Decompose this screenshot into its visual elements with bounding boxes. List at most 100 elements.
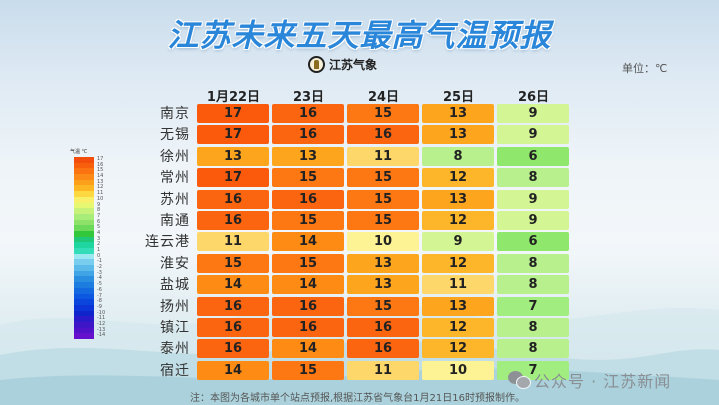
temperature-cell: 11	[347, 360, 419, 380]
column-header: 25日	[442, 90, 475, 105]
city-label: 宿迁	[160, 362, 190, 379]
temperature-cell: 14	[197, 275, 269, 295]
city-label: 南通	[160, 213, 190, 229]
legend-segment	[74, 293, 94, 300]
legend-segment	[74, 304, 94, 311]
column-header: 26日	[517, 90, 550, 105]
legend-label: 17	[97, 156, 104, 162]
column-header: 23日	[292, 90, 325, 105]
temperature-cell: 9	[497, 104, 569, 123]
temperature-cell: 14	[272, 275, 344, 295]
temperature-cell: 15	[347, 296, 419, 316]
temperature-cell: 16	[197, 318, 269, 337]
temperature-cell: 12	[422, 339, 494, 359]
temperature-cell: 8	[497, 168, 569, 188]
page-title: 江苏未来五天最高气温预报	[167, 18, 552, 54]
temperature-cell: 13	[422, 125, 494, 145]
logo-text: 江苏气象	[329, 58, 378, 72]
legend-segment	[74, 185, 94, 192]
temperature-cell: 9	[497, 125, 569, 145]
legend-label: -10	[97, 309, 106, 316]
column-header: 24日	[367, 90, 400, 105]
temperature-cell: 15	[272, 211, 344, 230]
temperature-cell: 12	[422, 253, 494, 273]
legend-segment	[74, 276, 94, 283]
legend-segment	[74, 265, 94, 271]
temperature-cell: 8	[422, 146, 494, 166]
legend-segment	[74, 230, 94, 237]
temperature-cell: 15	[347, 104, 419, 123]
temperature-cell: 8	[497, 275, 569, 295]
temperature-cell: 15	[272, 360, 344, 380]
temperature-cell: 15	[347, 168, 419, 188]
city-label: 无锡	[160, 127, 190, 144]
temperature-cell: 16	[272, 318, 344, 337]
temperature-cell: 7	[497, 296, 569, 316]
temperature-cell: 8	[497, 253, 569, 273]
legend-label: 12	[97, 184, 104, 191]
city-label: 连云港	[145, 234, 190, 251]
temperature-cell: 11	[422, 275, 494, 295]
legend-segment	[74, 157, 94, 163]
column-headers: 1月22日 23日 24日 25日 26日	[196, 86, 571, 105]
legend-segment	[74, 191, 94, 197]
legend-segment	[74, 162, 94, 169]
unit-label: 单位：℃	[622, 62, 668, 75]
temperature-cell: 13	[197, 146, 269, 166]
temperature-cell: 15	[197, 253, 269, 273]
legend-segment	[74, 327, 94, 334]
temperature-cell: 8	[497, 339, 569, 359]
legend-label: 4	[97, 229, 101, 236]
legend-label: 0	[97, 252, 101, 259]
temperature-cell: 16	[272, 189, 344, 209]
temperature-cell: 15	[272, 253, 344, 273]
legend-label: -2	[97, 264, 102, 271]
temperature-cell: 16	[272, 104, 344, 123]
legend-color-bar	[74, 157, 94, 339]
temperature-cell: 14	[272, 339, 344, 359]
legend-label: 11	[97, 190, 104, 197]
legend-title: 气温 ℃	[70, 149, 88, 155]
legend-label: -1	[97, 258, 102, 265]
temperature-cell: 16	[347, 339, 419, 359]
legend-label: 10	[97, 195, 104, 202]
temperature-cell: 12	[422, 168, 494, 188]
legend-labels: 17 16 15 14 13 12 11 10 9 8 7 6 5 4 3 2 1 0 -1 -2 -3 -4 -5 -6 -7…	[97, 156, 106, 339]
temperature-cell: 16	[197, 189, 269, 209]
temperature-cell: 13	[422, 104, 494, 123]
legend-label: 9	[97, 201, 101, 208]
temperature-cell: 9	[422, 232, 494, 252]
legend-segment	[74, 236, 94, 243]
legend-label: -13	[97, 326, 106, 333]
city-label: 盐城	[160, 277, 190, 294]
temperature-cell: 11	[197, 232, 269, 252]
temperature-cell: 13	[347, 253, 419, 273]
legend-label: 8	[97, 207, 101, 214]
legend-segment	[74, 270, 94, 277]
temperature-cell: 10	[422, 360, 494, 380]
temperature-cell: 14	[272, 232, 344, 252]
legend-segment	[74, 248, 94, 254]
legend-label: 2	[97, 241, 101, 248]
legend-label: -8	[97, 298, 102, 305]
legend-label: 7	[97, 212, 101, 219]
city-label: 苏州	[160, 191, 190, 208]
column-header: 1月22日	[206, 90, 261, 105]
legend-label: -4	[97, 275, 102, 282]
legend-segment	[74, 321, 94, 328]
watermark-text: 公众号 · 江苏新闻	[534, 372, 672, 391]
logo: 江苏气象	[308, 56, 377, 73]
legend-segment	[74, 287, 94, 294]
temperature-cell: 9	[497, 211, 569, 230]
legend-segment	[74, 225, 94, 231]
legend-segment	[74, 213, 94, 220]
temperature-cell: 17	[197, 125, 269, 145]
legend-label: 15	[97, 167, 104, 174]
legend-label: -7	[97, 292, 102, 299]
temperature-cell: 16	[347, 318, 419, 337]
temperature-cell: 11	[347, 146, 419, 166]
temperature-cell: 16	[197, 296, 269, 316]
legend-segment	[74, 179, 94, 186]
legend-segment	[74, 242, 94, 248]
temperature-cell: 6	[497, 146, 569, 166]
